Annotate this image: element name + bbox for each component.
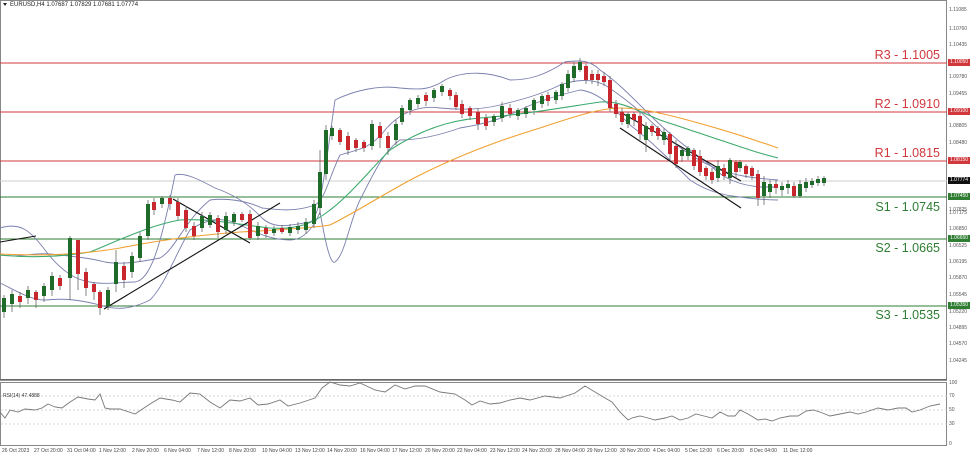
r3-label: R3 - 1.1005 [874, 48, 940, 62]
time-tick: 5 Dec 12:00 [685, 448, 712, 454]
time-tick: 7 Nov 12:00 [197, 448, 224, 454]
time-tick: 8 Nov 20:00 [229, 448, 256, 454]
time-tick: 2 Nov 20:00 [132, 448, 159, 454]
time-tick: 14 Nov 20:00 [327, 448, 357, 454]
symbol-ohlc: EURUSD,H4 1.07687 1.07829 1.07681 1.0777… [10, 2, 139, 8]
rsi-tick: 100 [949, 380, 958, 386]
price-tick: 1.08480 [949, 140, 968, 146]
time-tick: 23 Nov 12:00 [490, 448, 520, 454]
time-tick: 29 Nov 12:00 [587, 448, 617, 454]
price-tick: 1.06850 [949, 226, 968, 232]
time-tick: 8 Dec 04:00 [750, 448, 777, 454]
price-tick: 1.05870 [949, 275, 968, 281]
rsi-line [0, 381, 941, 422]
s2-label: S2 - 1.0665 [875, 241, 940, 255]
price-tick: 1.08805 [949, 123, 968, 129]
s1-label: S1 - 1.0745 [875, 200, 940, 214]
time-tick: 27 Oct 20:00 [34, 448, 63, 454]
s3-price-tag: 1.05350 [948, 302, 971, 309]
price-tick: 1.04895 [949, 325, 968, 331]
time-tick: 30 Nov 20:00 [620, 448, 650, 454]
ma-slow-line [0, 107, 779, 256]
time-tick: 13 Nov 12:00 [295, 448, 325, 454]
time-tick: 24 Nov 20:00 [522, 448, 552, 454]
r2-price-tag: 1.09100 [948, 108, 971, 115]
time-tick: 31 Oct 04:00 [67, 448, 96, 454]
time-tick: 11 Dec 12:00 [783, 448, 813, 454]
r1-label: R1 - 1.0815 [874, 146, 940, 160]
time-tick: 26 Oct 2023 [2, 448, 30, 454]
price-tick: 1.05545 [949, 292, 968, 298]
time-tick: 28 Nov 04:00 [555, 448, 585, 454]
s1-price-tag: 1.07450 [948, 193, 971, 200]
price-tick: 1.04245 [949, 358, 968, 364]
dropdown-triangle-icon[interactable] [3, 2, 7, 6]
r2-label: R2 - 1.0910 [874, 97, 940, 111]
time-tick: 4 Dec 04:00 [653, 448, 680, 454]
s3-label: S3 - 1.0535 [875, 308, 940, 322]
time-tick: 6 Nov 04:00 [164, 448, 191, 454]
price-tick: 1.09455 [949, 91, 968, 97]
price-tick: 1.06195 [949, 259, 968, 265]
time-tick: 20 Nov 20:00 [425, 448, 455, 454]
time-tick: 17 Nov 12:00 [392, 448, 422, 454]
time-tick: 1 Nov 12:00 [99, 448, 126, 454]
price-tick: 1.07175 [949, 210, 968, 216]
price-tick: 1.04570 [949, 341, 968, 347]
time-tick: 16 Nov 04:00 [360, 448, 390, 454]
s2-price-tag: 1.06650 [948, 235, 971, 242]
price-tick: 1.05220 [949, 309, 968, 315]
current-price-tag: 1.07774 [948, 177, 971, 184]
price-tick: 1.07825 [949, 207, 968, 213]
price-tick: 1.10760 [949, 26, 968, 32]
support-lines [0, 196, 947, 307]
price-tick: 1.06525 [949, 243, 968, 249]
r3-price-tag: 1.10050 [948, 59, 971, 66]
time-tick: 22 Nov 04:00 [457, 448, 487, 454]
rsi-tick: 50 [949, 407, 955, 413]
rsi-tick: 0 [949, 441, 952, 447]
r1-price-tag: 1.08150 [948, 157, 971, 164]
chart-title: EURUSD,H4 1.07687 1.07829 1.07681 1.0777… [3, 2, 138, 8]
rsi-gridlines [1, 395, 947, 425]
resistance-lines [0, 62, 947, 162]
price-tick: 1.11085 [949, 7, 967, 13]
rsi-tick: 30 [949, 421, 955, 427]
time-tick: 6 Dec 20:00 [717, 448, 744, 454]
price-tick: 1.09780 [949, 74, 968, 80]
rsi-title: RSI(14) 47.4888 [3, 393, 40, 399]
candles [2, 58, 826, 318]
time-tick: 10 Nov 04:00 [262, 448, 292, 454]
price-tick: 1.10435 [949, 42, 968, 48]
rsi-tick: 70 [949, 393, 955, 399]
